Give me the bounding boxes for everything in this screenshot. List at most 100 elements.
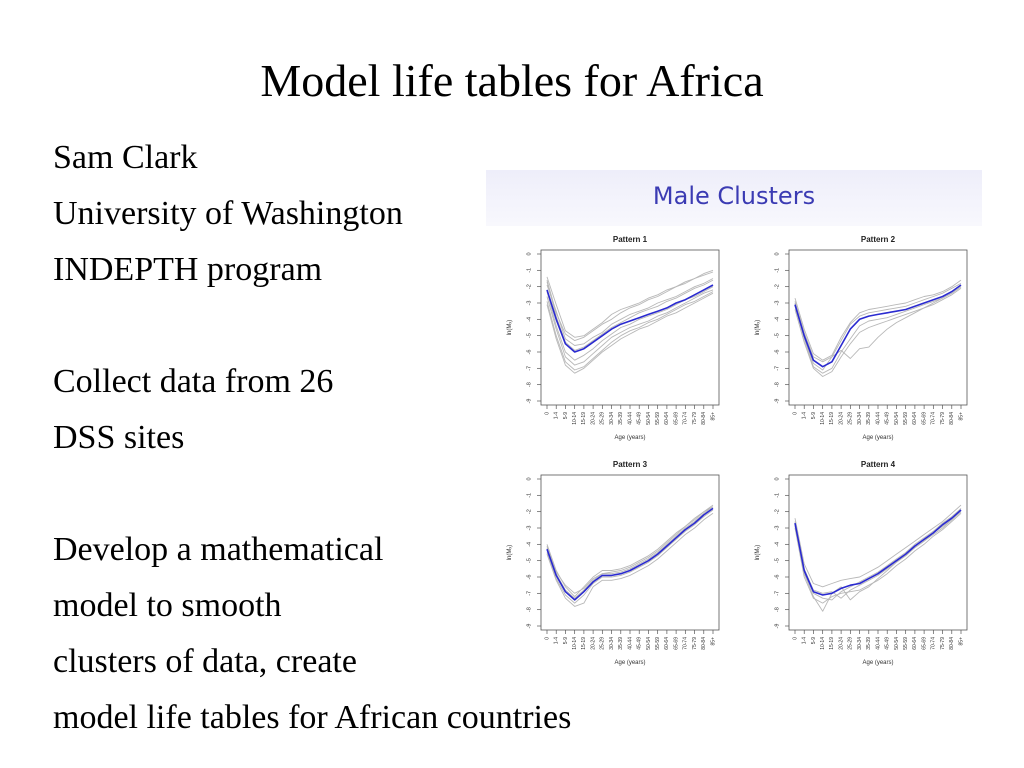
text-line: model to smooth (53, 587, 282, 624)
y-tick-label: 0 (526, 252, 532, 255)
body-text: Sam Clark University of Washington INDEP… (53, 130, 571, 746)
x-tick-label: 70-74 (931, 637, 937, 650)
observed-series-line (794, 512, 962, 604)
x-tick-label: 85+ (958, 637, 964, 646)
x-tick-label: 65-69 (673, 637, 679, 650)
text-line: DSS sites (53, 419, 185, 456)
figure-heading: Male Clusters (652, 182, 816, 210)
observed-series-line (794, 511, 962, 599)
x-tick-label: 25-29 (848, 637, 854, 650)
y-tick-label: -4 (774, 542, 780, 547)
x-tick-label: 5-9 (563, 637, 569, 644)
y-tick-label: -6 (774, 575, 780, 580)
x-tick-label: 0 (544, 412, 550, 415)
y-axis-label: ln(Mₓ) (755, 320, 761, 336)
y-tick-label: -7 (526, 591, 532, 596)
x-tick-label: 40-44 (875, 637, 881, 650)
x-tick-label: 55-59 (903, 637, 909, 650)
x-tick-label: 25-29 (600, 637, 606, 650)
text-line: Sam Clark (53, 139, 198, 176)
observed-series-line (546, 289, 714, 366)
x-tick-label: 1-4 (554, 412, 560, 419)
x-tick-label: 0 (792, 412, 798, 415)
x-tick-label: 60-64 (912, 637, 918, 650)
observed-series-line (794, 283, 962, 363)
y-axis-label: ln(Mₓ) (755, 545, 761, 561)
y-tick-label: -9 (774, 399, 780, 404)
y-tick-label: -3 (774, 526, 780, 531)
plot-frame (788, 474, 968, 631)
x-tick-label: 15-19 (829, 637, 835, 650)
chart-title: Pattern 3 (613, 460, 648, 469)
text-line: model life tables for African countries (53, 699, 572, 736)
chart-svg: Pattern 4 0 -1 -2 -3 -4 -5 -6 -7 -8 -9 0 1-4 5-9 10-14… (755, 460, 968, 666)
y-tick-label: -3 (526, 526, 532, 531)
chart-title: Pattern 2 (861, 235, 896, 244)
x-tick-label: 50-54 (894, 637, 900, 650)
observed-series-line (546, 506, 714, 599)
x-tick-label: 35-39 (866, 637, 872, 650)
x-tick-label: 60-64 (912, 412, 918, 425)
y-tick-label: -1 (774, 493, 780, 498)
y-tick-label: -6 (526, 575, 532, 580)
chart-svg: Pattern 1 0 -1 -2 -3 -4 -5 -6 -7 -8 -9 0 1-4 5-9 10-14… (507, 235, 720, 441)
x-tick-label: 30-34 (857, 637, 863, 650)
y-tick-label: 0 (526, 477, 532, 480)
x-tick-label: 40-44 (627, 412, 633, 425)
chart-pattern-2: Pattern 2 0 -1 -2 -3 -4 -5 -6 -7 -8 -9 0 1-4 5-9 10-14… (734, 226, 982, 451)
x-tick-label: 50-54 (894, 412, 900, 425)
x-tick-label: 5-9 (811, 412, 817, 419)
x-tick-label: 20-24 (590, 637, 596, 650)
y-tick-label: -1 (774, 268, 780, 273)
x-tick-label: 10-14 (572, 412, 578, 425)
x-tick-label: 5-9 (811, 637, 817, 644)
observed-series-line (546, 506, 714, 594)
x-tick-label: 10-14 (820, 637, 826, 650)
x-axis-label: Age (years) (614, 660, 645, 666)
y-tick-label: -9 (774, 624, 780, 629)
y-tick-label: -8 (526, 382, 532, 387)
fitted-series-line (794, 509, 962, 596)
x-tick-label: 45-49 (637, 637, 643, 650)
y-tick-label: -5 (526, 333, 532, 338)
text-line: Develop a mathematical (53, 531, 384, 568)
y-tick-label: -9 (526, 624, 532, 629)
male-clusters-figure: Male Clusters Pattern 1 0 -1 -2 -3 -4 -5 -6 -7 -8… (486, 170, 982, 675)
x-tick-label: 35-39 (866, 412, 872, 425)
x-tick-label: 75-79 (940, 412, 946, 425)
x-axis-label: Age (years) (862, 660, 893, 666)
y-tick-label: -9 (526, 399, 532, 404)
x-tick-label: 10-14 (820, 412, 826, 425)
x-tick-label: 0 (544, 637, 550, 640)
y-tick-label: -6 (774, 350, 780, 355)
fitted-series-line (546, 284, 714, 353)
x-tick-label: 20-24 (838, 412, 844, 425)
observed-series-line (546, 291, 714, 371)
y-tick-label: -6 (526, 350, 532, 355)
x-tick-label: 75-79 (692, 412, 698, 425)
x-tick-label: 60-64 (664, 637, 670, 650)
x-tick-label: 65-69 (673, 412, 679, 425)
x-tick-label: 80-84 (701, 412, 707, 425)
observed-series-line (546, 271, 714, 338)
x-tick-label: 40-44 (627, 637, 633, 650)
x-tick-label: 50-54 (646, 637, 652, 650)
observed-series-line (794, 287, 962, 377)
observed-series-line (794, 286, 962, 374)
figure-banner: Male Clusters (486, 170, 982, 226)
x-tick-label: 15-19 (581, 637, 587, 650)
x-tick-label: 1-4 (802, 412, 808, 419)
observed-series-line (546, 512, 714, 607)
fitted-series-line (546, 507, 714, 601)
fitted-series-line (794, 284, 962, 368)
x-tick-label: 55-59 (903, 412, 909, 425)
plot-frame (788, 249, 968, 406)
x-tick-label: 80-84 (701, 637, 707, 650)
y-tick-label: -2 (526, 284, 532, 289)
x-tick-label: 85+ (710, 637, 716, 646)
x-tick-label: 45-49 (885, 637, 891, 650)
y-axis-label: ln(Mₓ) (507, 320, 513, 336)
x-tick-label: 80-84 (949, 637, 955, 650)
observed-series-line (794, 508, 962, 601)
x-tick-label: 25-29 (848, 412, 854, 425)
